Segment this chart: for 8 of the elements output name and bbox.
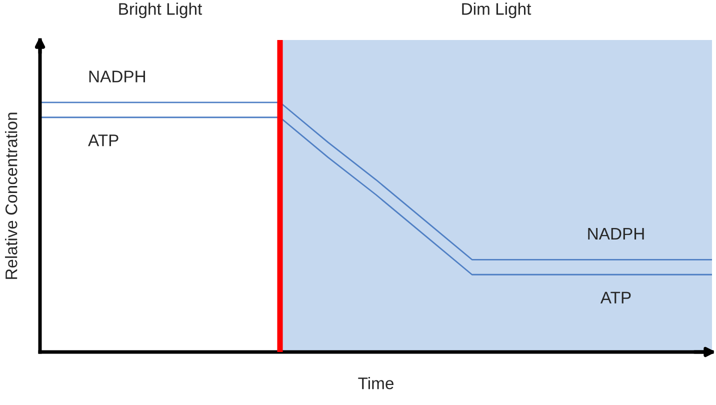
text: Dim Light xyxy=(462,2,532,18)
text: ATP xyxy=(88,134,118,146)
text: NADPH xyxy=(89,70,145,82)
x-axis-title: Time xyxy=(358,377,394,390)
series-label: ATP xyxy=(600,292,631,304)
text: Bright Light xyxy=(119,2,202,18)
series-label: NADPH xyxy=(588,228,644,240)
y-axis-title: Relative Concentration xyxy=(5,112,18,279)
